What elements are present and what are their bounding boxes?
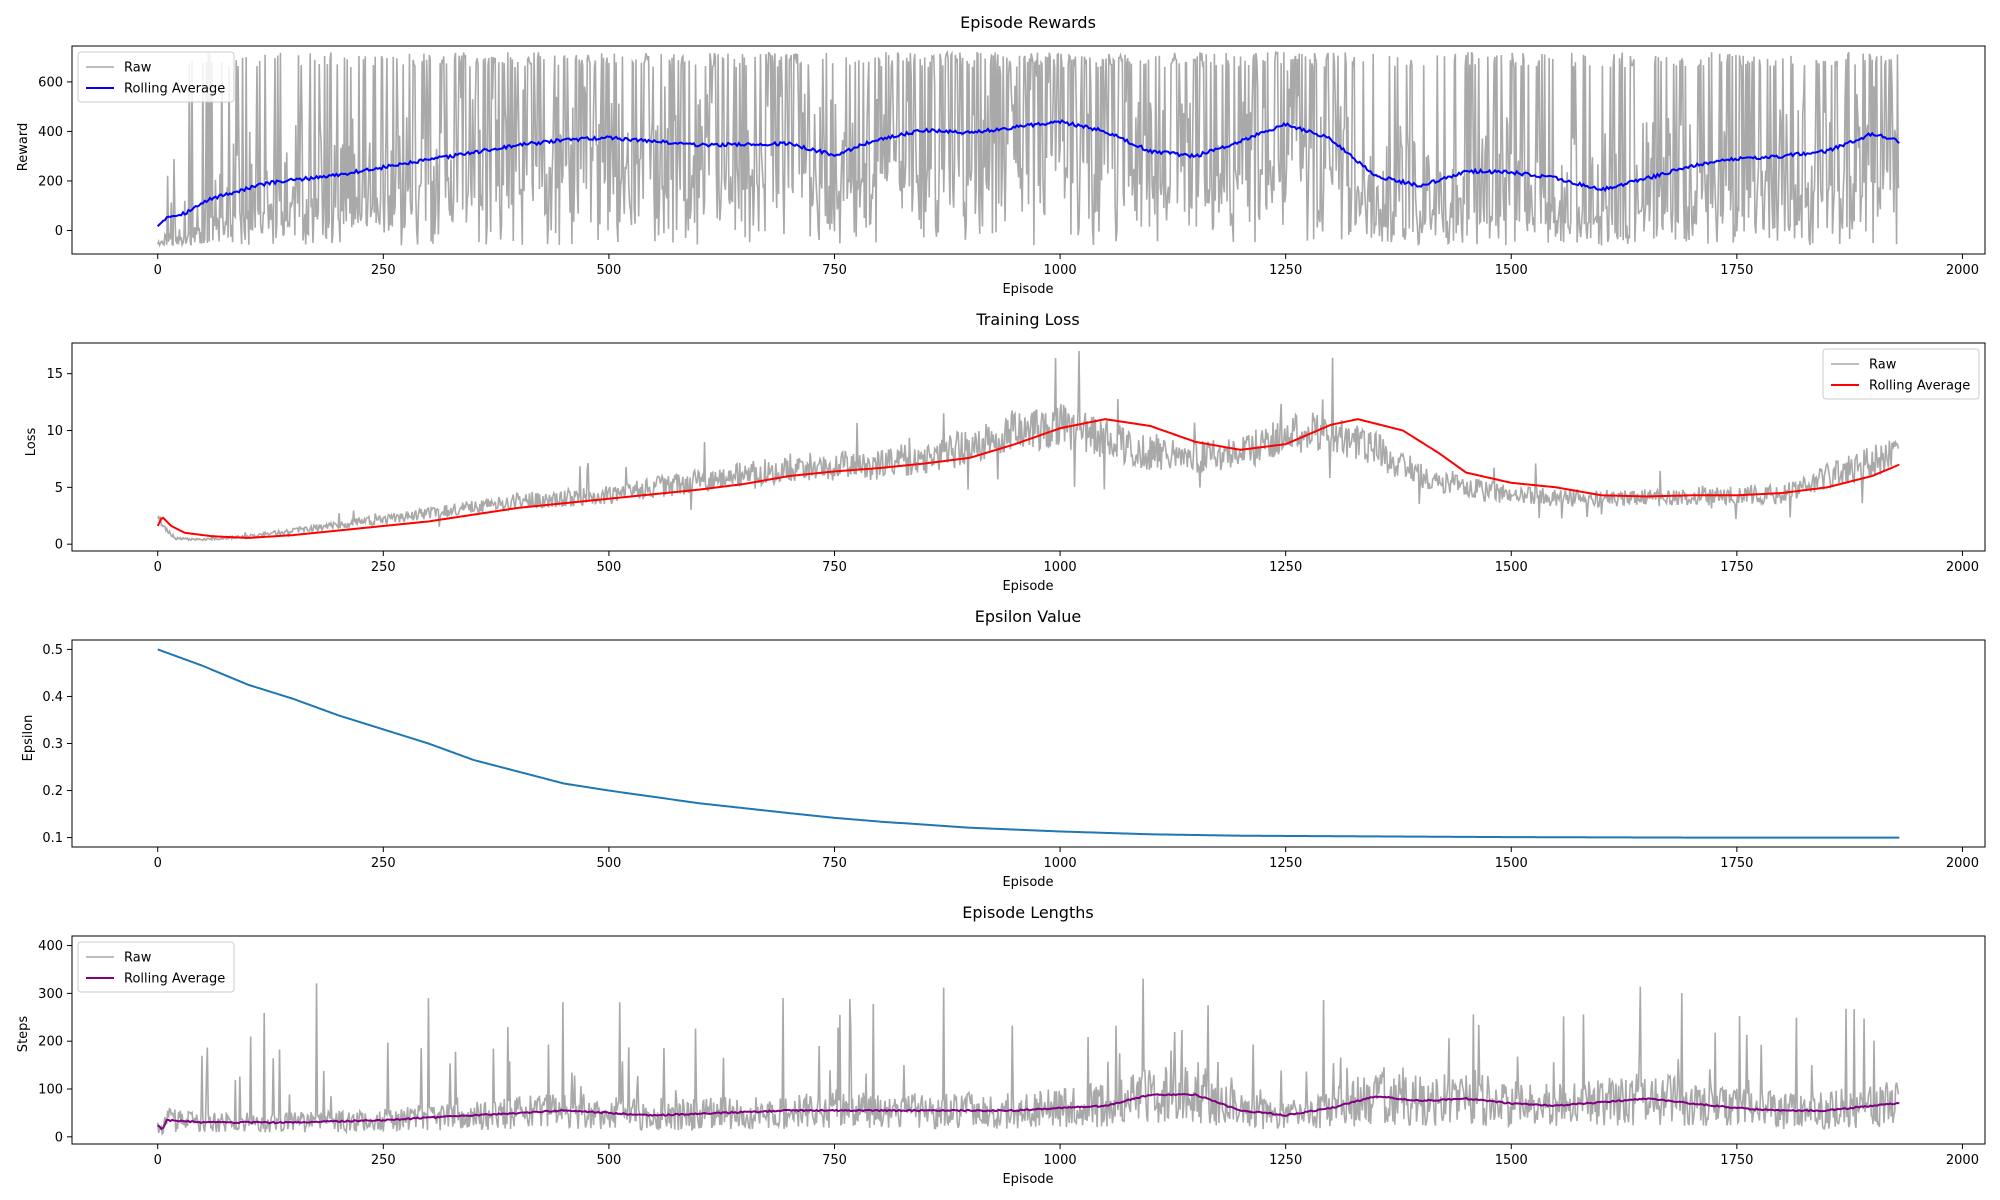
y-axis-label: Reward xyxy=(16,123,31,171)
x-tick-label: 1000 xyxy=(1044,856,1077,871)
x-tick-label: 500 xyxy=(596,856,621,871)
axes-frame xyxy=(71,342,1986,552)
x-tick-label: 1500 xyxy=(1495,263,1528,278)
legend-label: Raw xyxy=(124,61,152,76)
axes-frame xyxy=(71,639,1986,848)
x-tick-label: 1750 xyxy=(1720,1153,1753,1168)
x-tick-label: 1250 xyxy=(1269,856,1302,871)
series-epsilon-line xyxy=(157,648,1900,839)
x-tick-label: 1750 xyxy=(1720,560,1753,575)
x-tick-label: 1250 xyxy=(1269,263,1302,278)
series-raw-line xyxy=(156,49,1900,248)
y-tick-label: 0 xyxy=(55,1130,63,1145)
x-tick-label: 750 xyxy=(822,1153,847,1168)
x-axis-label: Episode xyxy=(1002,875,1053,890)
y-tick-label: 200 xyxy=(38,1035,63,1050)
x-tick-label: 250 xyxy=(371,263,396,278)
x-tick-label: 1500 xyxy=(1495,856,1528,871)
x-tick-label: 500 xyxy=(596,560,621,575)
series-raw-line xyxy=(157,350,1900,542)
legend-label: Rolling Average xyxy=(1869,379,1970,394)
axes-frame xyxy=(71,45,1986,255)
y-axis-label: Steps xyxy=(16,1016,31,1053)
subplot-training-loss: Training Loss Episode Loss 0 250 500 750 100… xyxy=(24,310,1986,594)
x-tick-label: 750 xyxy=(822,263,847,278)
x-tick-label: 0 xyxy=(154,263,162,278)
legend-box xyxy=(77,51,235,103)
x-tick-label: 1750 xyxy=(1720,856,1753,871)
legend: Raw Rolling Average xyxy=(1822,348,1980,400)
y-tick-label: 0.4 xyxy=(42,690,63,705)
x-tick-label: 1000 xyxy=(1044,560,1077,575)
series-rolling-average-line xyxy=(157,1092,1900,1131)
subplot-episode-lengths: Episode Lengths Episode Steps 0 250 500 750… xyxy=(16,903,1986,1187)
subplot-epsilon-value: Epsilon Value Episode Epsilon 0 250 500 750… xyxy=(21,607,1986,890)
x-tick-label: 1250 xyxy=(1269,560,1302,575)
x-tick-label: 2000 xyxy=(1946,560,1979,575)
y-tick-label: 600 xyxy=(38,75,63,90)
x-tick-label: 1750 xyxy=(1720,263,1753,278)
chart-title: Episode Rewards xyxy=(960,13,1096,32)
chart-title: Training Loss xyxy=(975,310,1079,329)
y-tick-label: 15 xyxy=(46,367,63,382)
y-tick-label: 10 xyxy=(46,424,63,439)
x-tick-label: 2000 xyxy=(1946,263,1979,278)
x-tick-label: 500 xyxy=(596,1153,621,1168)
x-tick-label: 2000 xyxy=(1946,856,1979,871)
x-tick-label: 1000 xyxy=(1044,263,1077,278)
plot-area xyxy=(156,49,1900,248)
x-tick-label: 250 xyxy=(371,1153,396,1168)
y-axis-label: Loss xyxy=(24,428,39,457)
y-tick-label: 300 xyxy=(38,987,63,1002)
x-tick-label: 1500 xyxy=(1495,560,1528,575)
x-axis-label: Episode xyxy=(1002,579,1053,594)
x-tick-label: 250 xyxy=(371,856,396,871)
y-tick-label: 0.2 xyxy=(42,784,63,799)
x-tick-label: 750 xyxy=(822,560,847,575)
plot-area xyxy=(156,978,1900,1136)
y-tick-label: 100 xyxy=(38,1083,63,1098)
legend-label: Rolling Average xyxy=(124,972,225,987)
y-tick-label: 400 xyxy=(38,125,63,140)
x-tick-label: 750 xyxy=(822,856,847,871)
chart-title: Epsilon Value xyxy=(975,607,1081,626)
y-tick-label: 0.1 xyxy=(42,831,63,846)
y-tick-label: 5 xyxy=(55,481,63,496)
y-tick-label: 400 xyxy=(38,939,63,954)
axes-frame xyxy=(71,935,1986,1145)
legend-label: Raw xyxy=(1869,358,1897,373)
x-tick-label: 250 xyxy=(371,560,396,575)
subplot-episode-rewards: Episode Rewards Episode Reward 0 250 500 75… xyxy=(16,13,1986,297)
x-tick-label: 1250 xyxy=(1269,1153,1302,1168)
legend-box xyxy=(1822,348,1980,400)
x-tick-label: 0 xyxy=(154,1153,162,1168)
x-tick-label: 1500 xyxy=(1495,1153,1528,1168)
legend: Raw Rolling Average xyxy=(77,941,235,993)
y-tick-label: 0.3 xyxy=(42,737,63,752)
x-axis-label: Episode xyxy=(1002,1172,1053,1187)
legend-label: Raw xyxy=(124,951,152,966)
x-tick-label: 500 xyxy=(596,263,621,278)
x-tick-label: 1000 xyxy=(1044,1153,1077,1168)
x-tick-label: 0 xyxy=(154,856,162,871)
legend-label: Rolling Average xyxy=(124,82,225,97)
legend-box xyxy=(77,941,235,993)
y-tick-label: 0 xyxy=(55,538,63,553)
y-tick-label: 0 xyxy=(55,224,63,239)
x-axis-label: Episode xyxy=(1002,282,1053,297)
y-tick-label: 0.5 xyxy=(42,643,63,658)
x-tick-label: 2000 xyxy=(1946,1153,1979,1168)
plot-area xyxy=(156,350,1900,542)
plot-area xyxy=(157,648,1900,839)
y-axis-label: Epsilon xyxy=(21,715,36,762)
series-rolling-average-line xyxy=(156,118,1900,227)
series-rolling-average-line xyxy=(156,418,1900,539)
x-tick-label: 0 xyxy=(154,560,162,575)
legend: Raw Rolling Average xyxy=(77,51,235,103)
y-tick-label: 200 xyxy=(38,174,63,189)
chart-title: Episode Lengths xyxy=(962,903,1093,922)
